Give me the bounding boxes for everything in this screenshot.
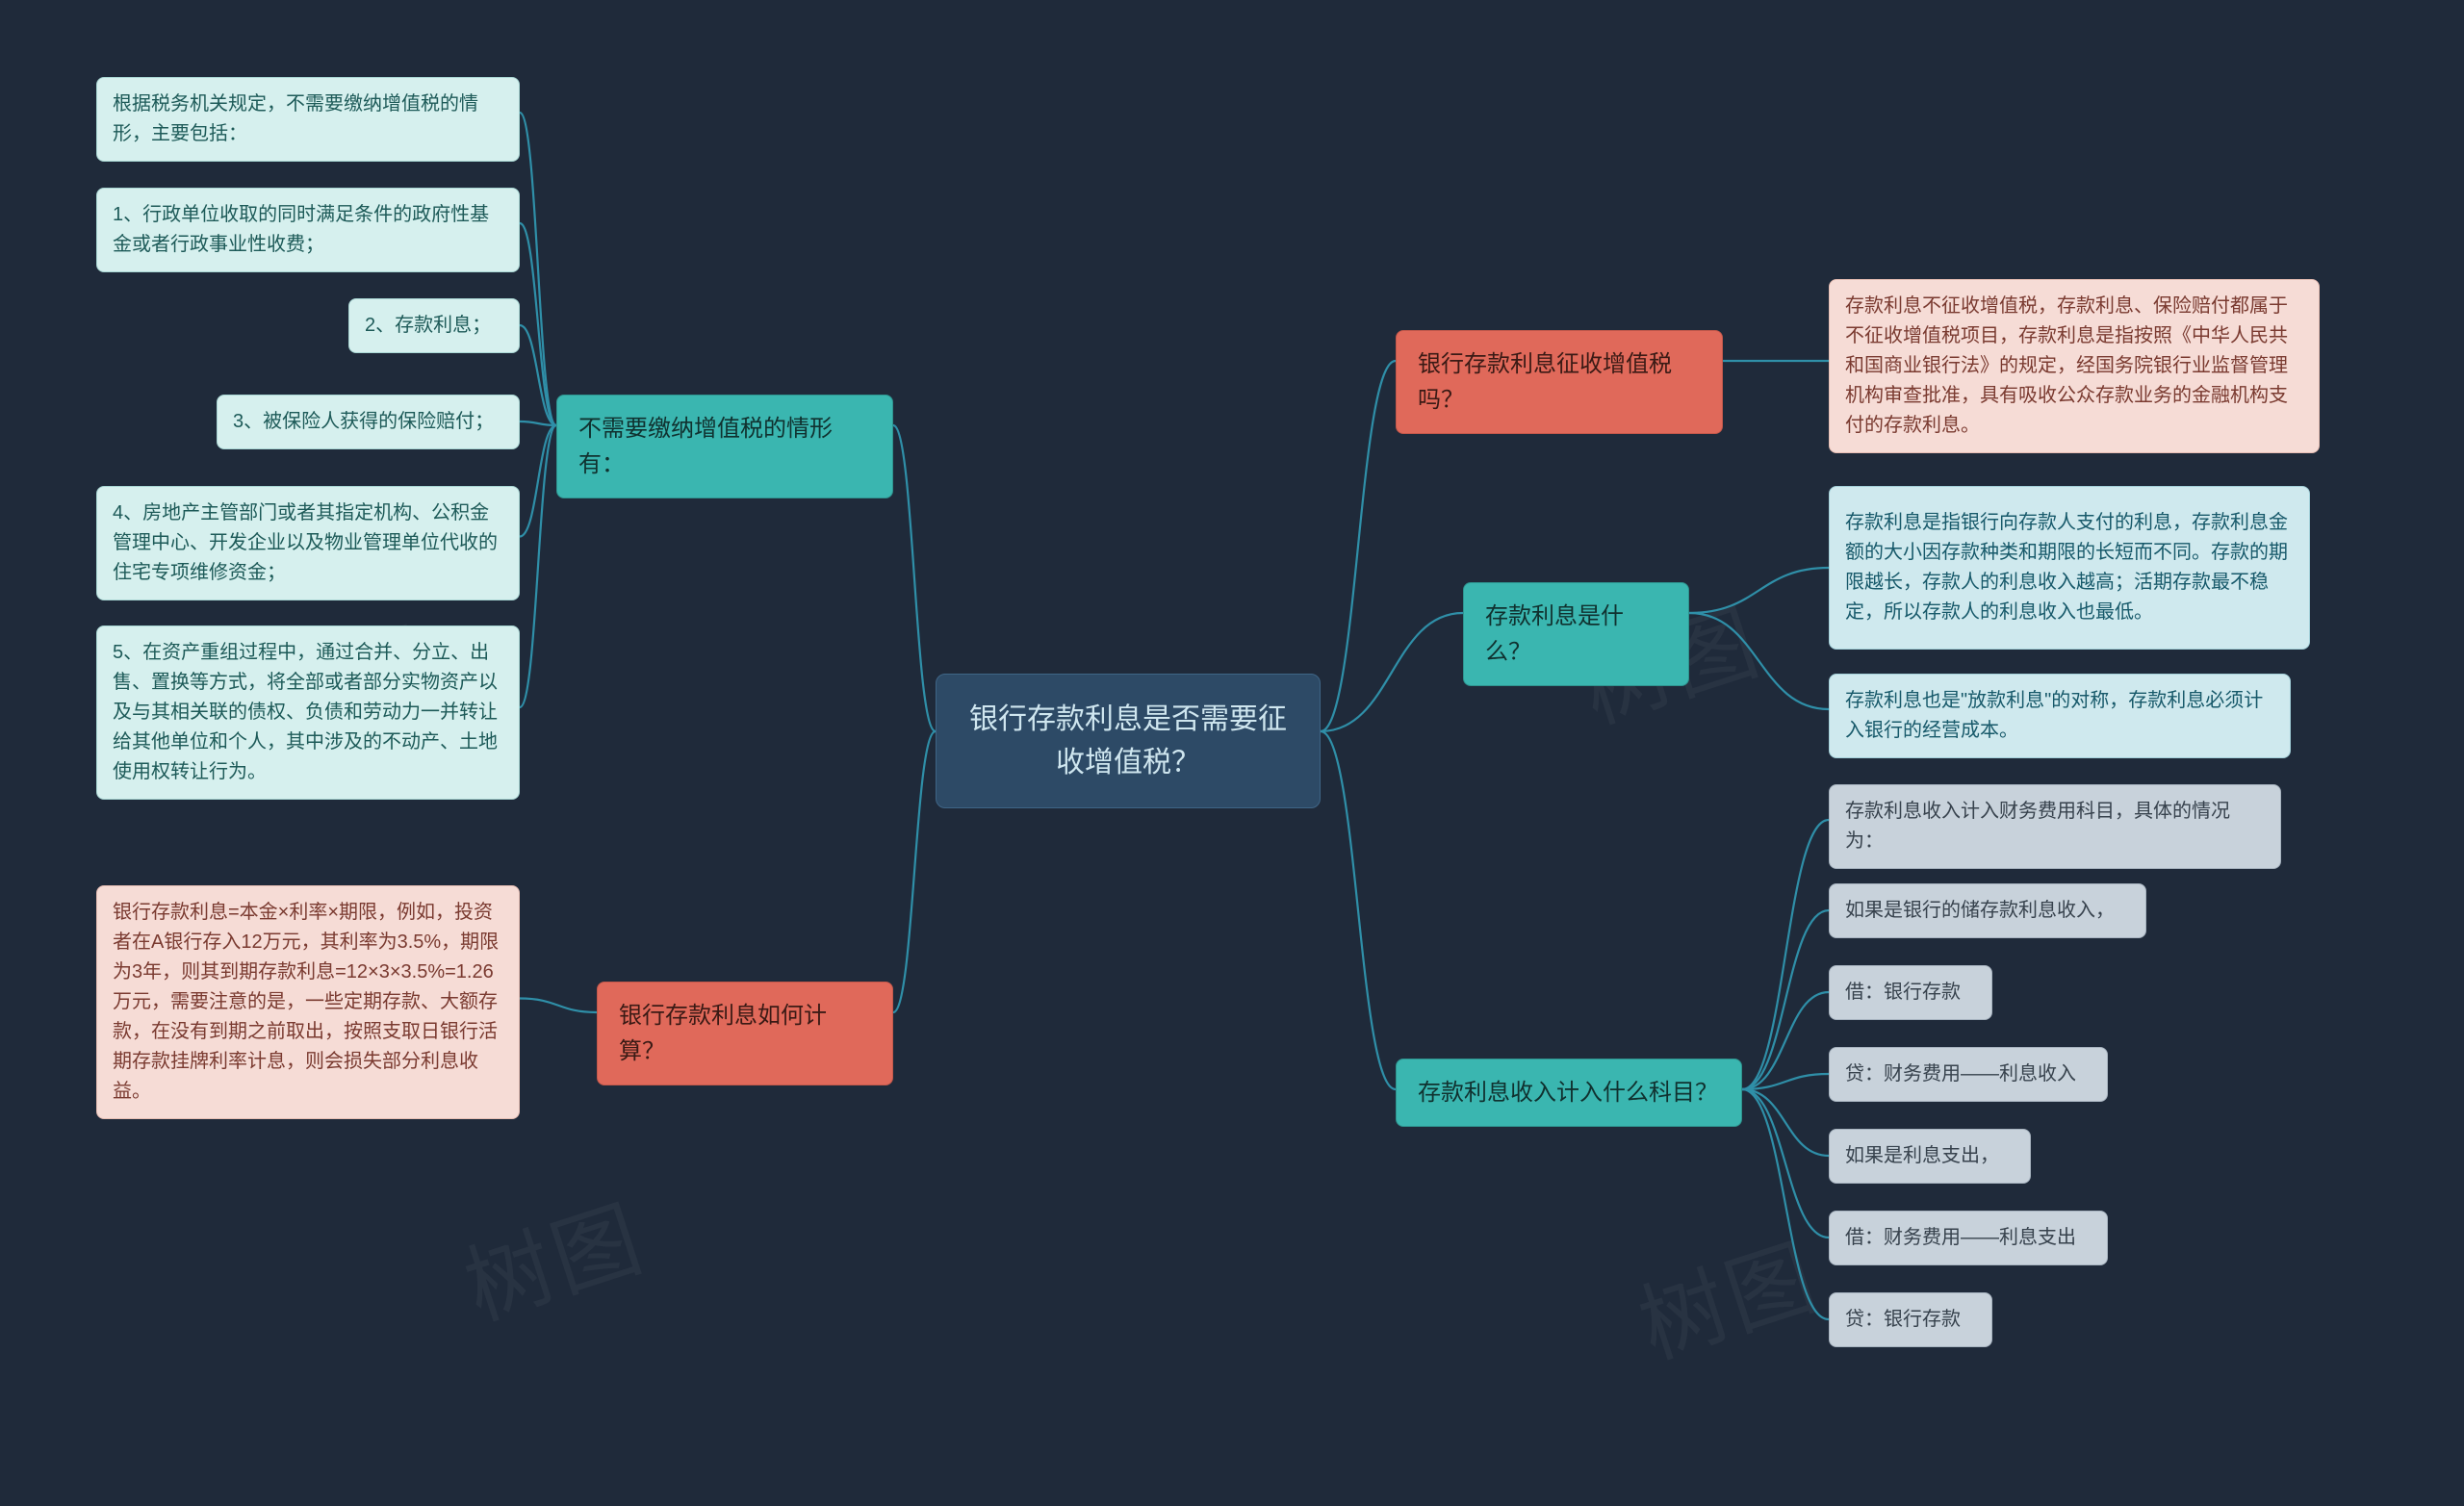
node-text: 5、在资产重组过程中，通过合并、分立、出售、置换等方式，将全部或者部分实物资产以… xyxy=(113,638,503,787)
node-text: 借：财务费用——利息支出 xyxy=(1845,1223,2076,1253)
node-l1c[interactable]: 2、存款利息； xyxy=(348,298,520,353)
node-l1b[interactable]: 1、行政单位收取的同时满足条件的政府性基金或者行政事业性收费； xyxy=(96,188,520,272)
node-text: 存款利息不征收增值税，存款利息、保险赔付都属于不征收增值税项目，存款利息是指按照… xyxy=(1845,292,2303,441)
node-text: 银行存款利息=本金×利率×期限，例如，投资者在A银行存入12万元，其利率为3.5… xyxy=(113,898,503,1107)
node-text: 2、存款利息； xyxy=(365,311,491,341)
node-text: 存款利息收入计入什么科目？ xyxy=(1418,1075,1718,1110)
node-r3f[interactable]: 借：财务费用——利息支出 xyxy=(1829,1211,2108,1265)
node-text: 贷：财务费用——利息收入 xyxy=(1845,1059,2076,1089)
node-r3b[interactable]: 如果是银行的储存款利息收入， xyxy=(1829,883,2146,938)
node-text: 存款利息也是"放款利息"的对称，存款利息必须计入银行的经营成本。 xyxy=(1845,686,2274,746)
watermark: 树图 xyxy=(448,1168,658,1343)
node-r3g[interactable]: 贷：银行存款 xyxy=(1829,1292,1992,1347)
node-text: 3、被保险人获得的保险赔付； xyxy=(233,407,494,437)
node-r2[interactable]: 存款利息是什么？ xyxy=(1463,582,1689,686)
node-root[interactable]: 银行存款利息是否需要征收增值税？ xyxy=(936,674,1321,808)
node-r2a[interactable]: 存款利息是指银行向存款人支付的利息，存款利息金额的大小因存款种类和期限的长短而不… xyxy=(1829,486,2310,650)
node-r1[interactable]: 银行存款利息征收增值税吗？ xyxy=(1396,330,1723,434)
node-l1e[interactable]: 4、房地产主管部门或者其指定机构、公积金管理中心、开发企业以及物业管理单位代收的… xyxy=(96,486,520,600)
node-text: 不需要缴纳增值税的情形有： xyxy=(578,411,871,482)
node-r1a[interactable]: 存款利息不征收增值税，存款利息、保险赔付都属于不征收增值税项目，存款利息是指按照… xyxy=(1829,279,2320,453)
node-l1[interactable]: 不需要缴纳增值税的情形有： xyxy=(556,395,893,498)
node-r3a[interactable]: 存款利息收入计入财务费用科目，具体的情况为： xyxy=(1829,784,2281,869)
node-text: 存款利息是指银行向存款人支付的利息，存款利息金额的大小因存款种类和期限的长短而不… xyxy=(1845,508,2294,627)
node-text: 如果是银行的储存款利息收入， xyxy=(1845,896,2115,926)
node-text: 根据税务机关规定，不需要缴纳增值税的情形，主要包括： xyxy=(113,89,503,149)
node-l1a[interactable]: 根据税务机关规定，不需要缴纳增值税的情形，主要包括： xyxy=(96,77,520,162)
node-text: 存款利息是什么？ xyxy=(1485,599,1667,670)
node-text: 1、行政单位收取的同时满足条件的政府性基金或者行政事业性收费； xyxy=(113,200,503,260)
node-r3e[interactable]: 如果是利息支出， xyxy=(1829,1129,2031,1184)
node-r3d[interactable]: 贷：财务费用——利息收入 xyxy=(1829,1047,2108,1102)
node-r3[interactable]: 存款利息收入计入什么科目？ xyxy=(1396,1059,1742,1127)
node-l1d[interactable]: 3、被保险人获得的保险赔付； xyxy=(217,395,520,449)
mindmap-canvas: 树图树图树图树图银行存款利息是否需要征收增值税？银行存款利息征收增值税吗？存款利… xyxy=(0,0,2464,1506)
node-text: 4、房地产主管部门或者其指定机构、公积金管理中心、开发企业以及物业管理单位代收的… xyxy=(113,498,503,588)
node-text: 银行存款利息征收增值税吗？ xyxy=(1418,346,1701,418)
node-text: 贷：银行存款 xyxy=(1845,1305,1961,1335)
node-l2a[interactable]: 银行存款利息=本金×利率×期限，例如，投资者在A银行存入12万元，其利率为3.5… xyxy=(96,885,520,1119)
node-text: 银行存款利息是否需要征收增值税？ xyxy=(963,698,1293,784)
node-text: 银行存款利息如何计算？ xyxy=(619,998,871,1069)
node-r3c[interactable]: 借：银行存款 xyxy=(1829,965,1992,1020)
node-l2[interactable]: 银行存款利息如何计算？ xyxy=(597,982,893,1085)
node-r2b[interactable]: 存款利息也是"放款利息"的对称，存款利息必须计入银行的经营成本。 xyxy=(1829,674,2291,758)
node-text: 借：银行存款 xyxy=(1845,978,1961,1008)
node-l1f[interactable]: 5、在资产重组过程中，通过合并、分立、出售、置换等方式，将全部或者部分实物资产以… xyxy=(96,625,520,800)
watermark: 树图 xyxy=(1622,1207,1833,1382)
node-text: 如果是利息支出， xyxy=(1845,1141,1999,1171)
node-text: 存款利息收入计入财务费用科目，具体的情况为： xyxy=(1845,797,2265,856)
